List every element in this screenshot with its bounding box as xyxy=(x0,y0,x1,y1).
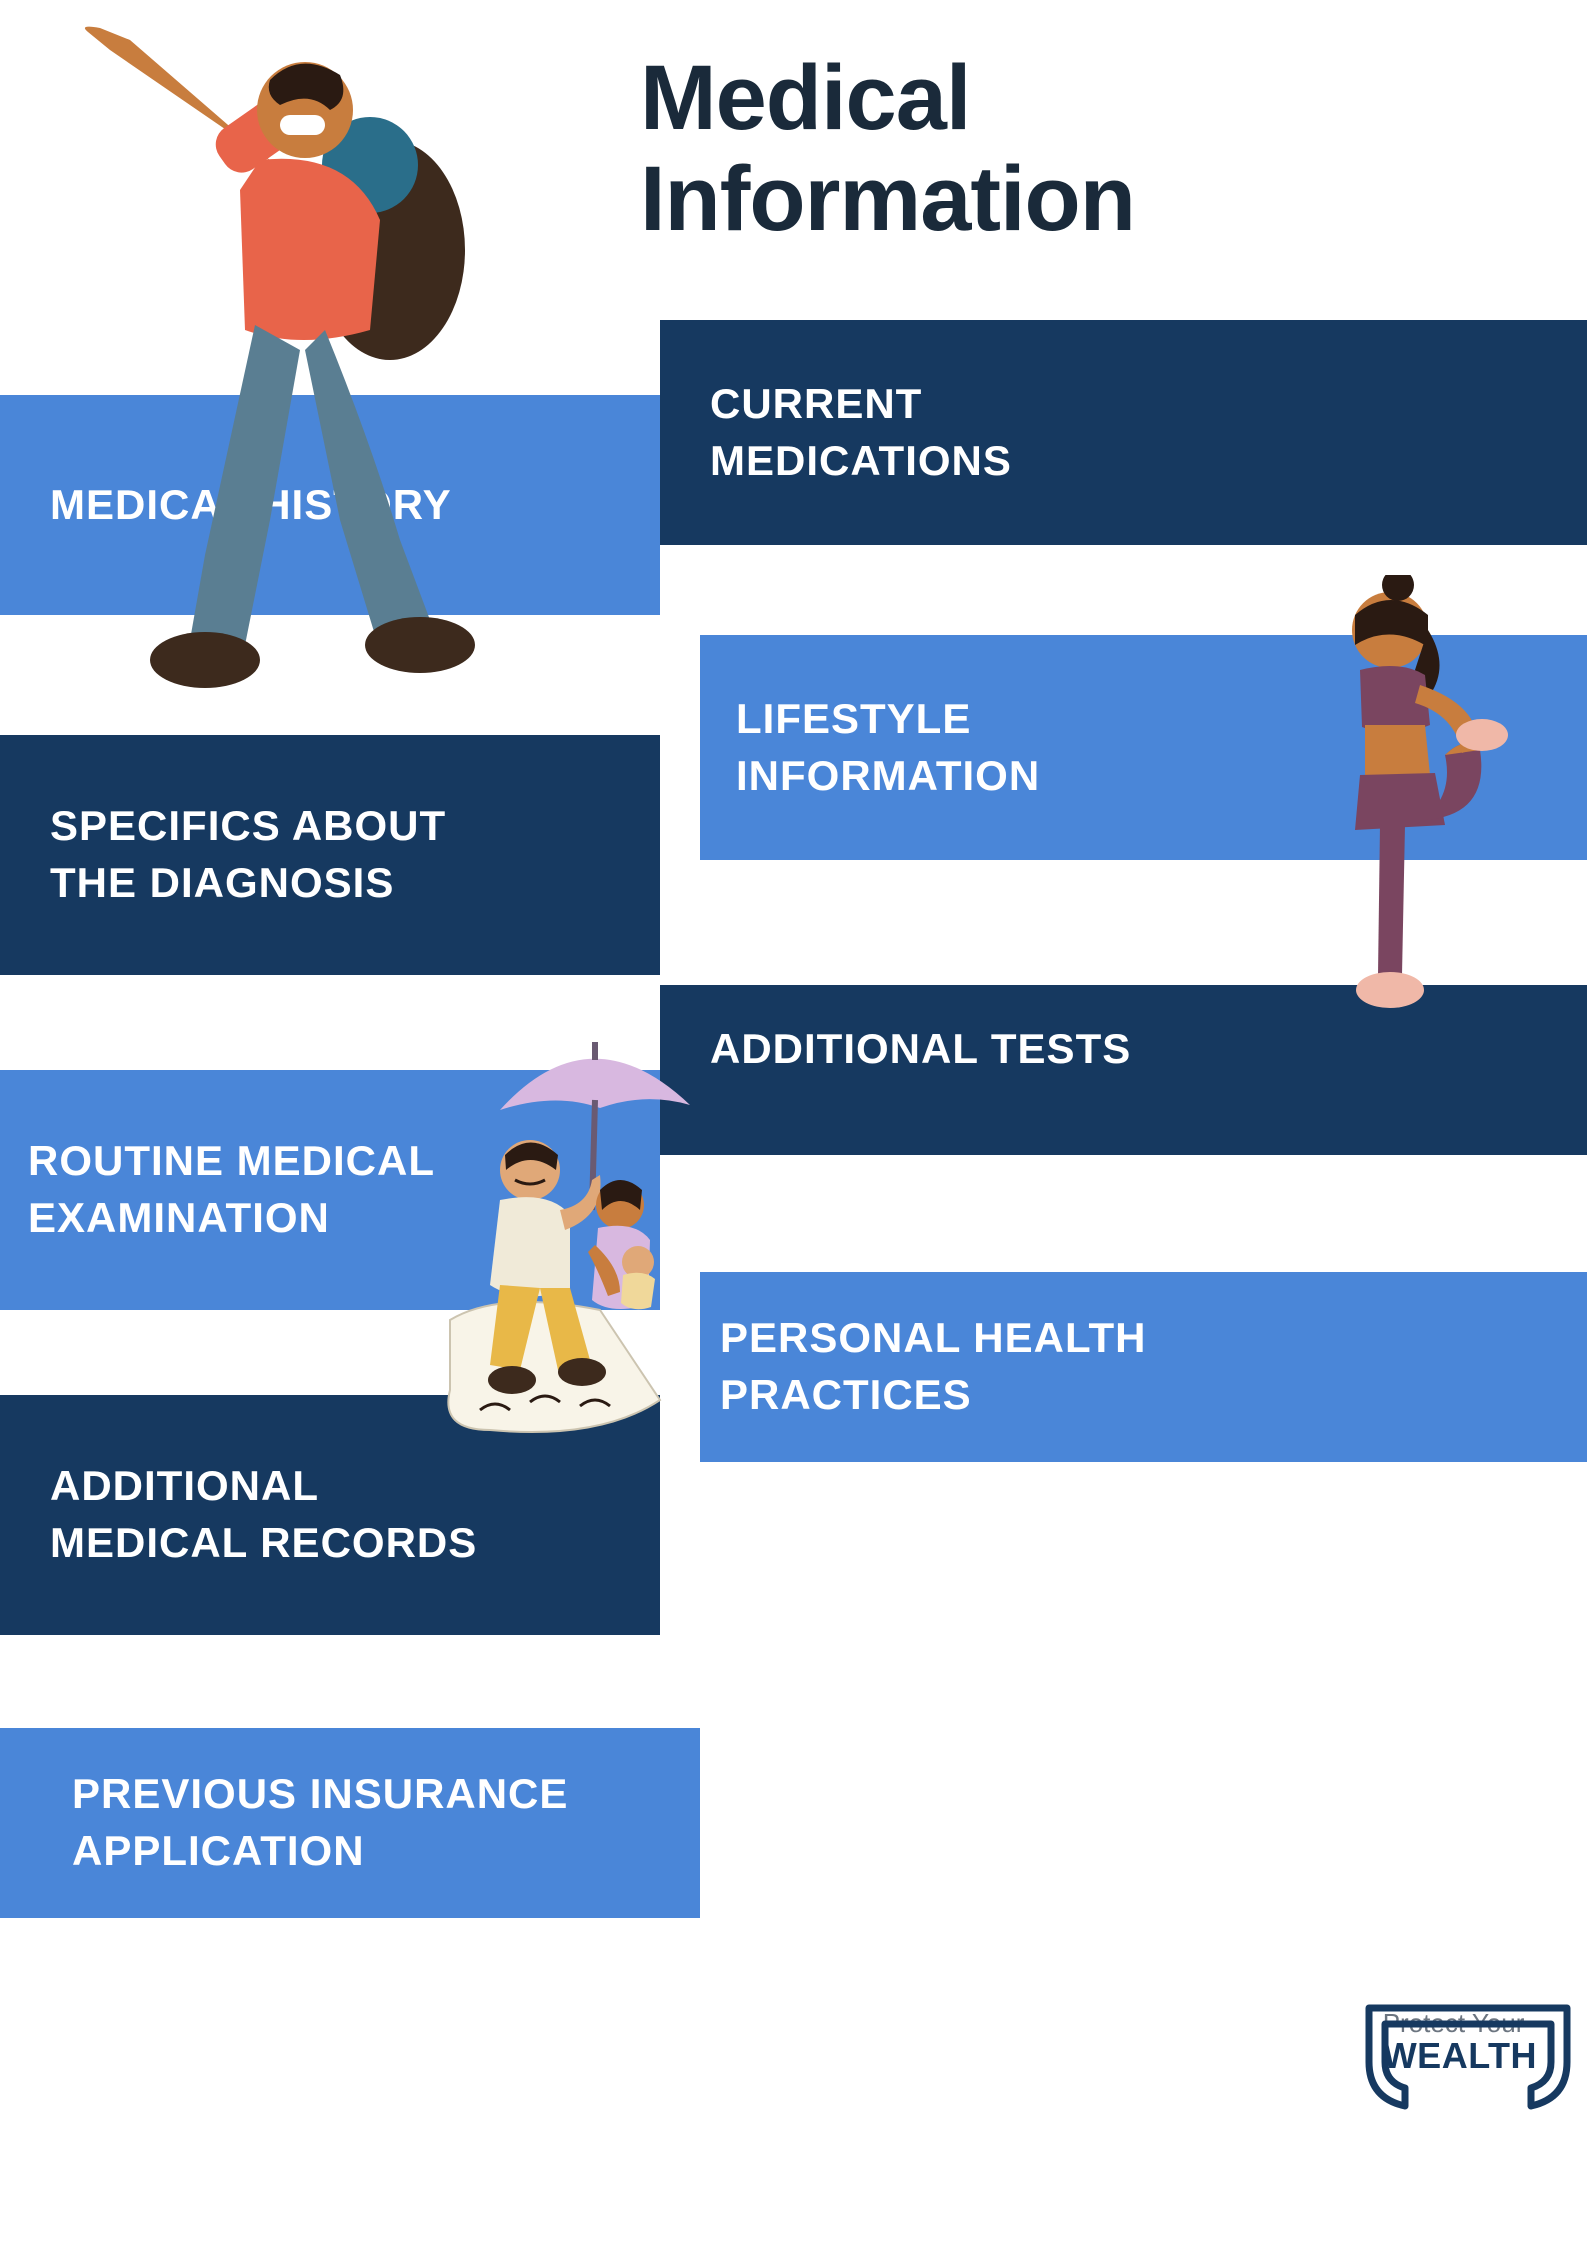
box-specifics-diagnosis: SPECIFICS ABOUTTHE DIAGNOSIS xyxy=(0,735,660,975)
box-label: ROUTINE MEDICALEXAMINATION xyxy=(28,1133,435,1246)
box-label: CURRENTMEDICATIONS xyxy=(710,376,1012,489)
title-text: MedicalInformation xyxy=(640,47,1135,250)
box-previous-insurance: PREVIOUS INSURANCEAPPLICATION xyxy=(0,1728,700,1918)
box-label: PREVIOUS INSURANCEAPPLICATION xyxy=(72,1766,568,1879)
brand-logo: Protect Your WEALTH xyxy=(1371,2010,1537,2075)
box-label: LIFESTYLEINFORMATION xyxy=(736,691,1040,804)
page-title: MedicalInformation xyxy=(640,48,1135,250)
family-illustration xyxy=(420,1030,740,1460)
logo-line2: WEALTH xyxy=(1383,2037,1537,2075)
box-current-medications: CURRENTMEDICATIONS xyxy=(660,320,1587,545)
box-label: SPECIFICS ABOUTTHE DIAGNOSIS xyxy=(50,798,446,911)
stretch-illustration xyxy=(1230,575,1530,1015)
box-personal-health-practices: PERSONAL HEALTHPRACTICES xyxy=(700,1272,1587,1462)
logo-line1: Protect Your xyxy=(1383,2010,1537,2037)
box-label: ADDITIONALMEDICAL RECORDS xyxy=(50,1458,477,1571)
hiker-illustration xyxy=(70,20,520,700)
box-label: PERSONAL HEALTHPRACTICES xyxy=(720,1310,1146,1423)
box-label: ADDITIONAL TESTS xyxy=(710,1021,1131,1078)
